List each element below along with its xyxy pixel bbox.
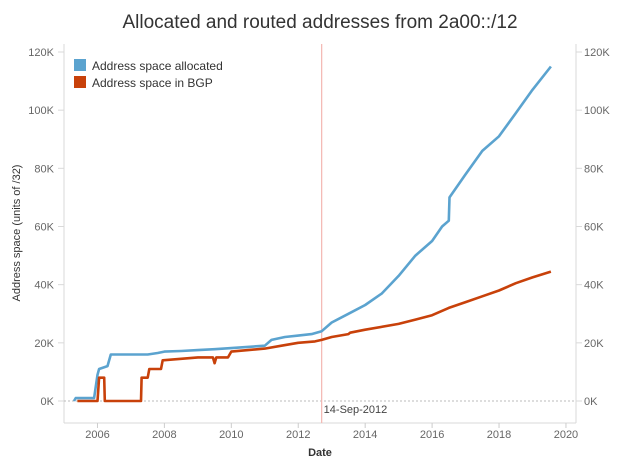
x-tick-label: 2012 [286,429,310,441]
series-layer [72,65,552,403]
y-ticks-right: 0K 20K 40K 60K 80K 100K 120K [576,47,610,408]
legend-swatch-allocated [74,59,86,71]
y-tick-label-right: 100K [584,105,610,117]
y-tick-label-right: 80K [584,163,604,175]
x-tick-label: 2008 [152,429,176,441]
chart-title: Allocated and routed addresses from 2a00… [122,12,517,33]
y-tick-label-right: 20K [584,338,604,350]
legend-swatch-bgp [74,76,86,88]
x-tick-label: 2010 [219,429,243,441]
y-tick-label-left: 0K [41,396,55,408]
x-axis-label: Date [308,447,332,459]
y-tick-label-left: 120K [28,47,54,59]
legend-label-bgp: Address space in BGP [92,76,213,90]
x-tick-label: 2016 [420,429,444,441]
y-tick-label-left: 20K [34,338,54,350]
y-axis-label: Address space (units of /32) [11,165,23,302]
y-tick-label-right: 40K [584,280,604,292]
y-tick-label-right: 120K [584,47,610,59]
x-tick-label: 2014 [353,429,377,441]
plot-frame [63,44,577,424]
annotation-label: 14-Sep-2012 [324,404,388,416]
y-tick-label-right: 60K [584,222,604,234]
y-tick-label-left: 40K [34,280,54,292]
x-tick-label: 2006 [85,429,109,441]
series-line-bgp [77,270,552,403]
x-ticks: 2006 2008 2010 2012 2014 2016 2018 2020 [85,423,578,441]
x-tick-label: 2018 [487,429,511,441]
legend: Address space allocated Address space in… [74,59,223,90]
y-tick-label-left: 60K [34,222,54,234]
x-tick-label: 2020 [554,429,578,441]
series-line-allocated [72,65,552,402]
legend-label-allocated: Address space allocated [92,59,223,73]
y-tick-label-right: 0K [584,396,598,408]
y-ticks-left: 0K 20K 40K 60K 80K 100K 120K [28,47,64,408]
y-tick-label-left: 100K [28,105,54,117]
y-tick-label-left: 80K [34,163,54,175]
